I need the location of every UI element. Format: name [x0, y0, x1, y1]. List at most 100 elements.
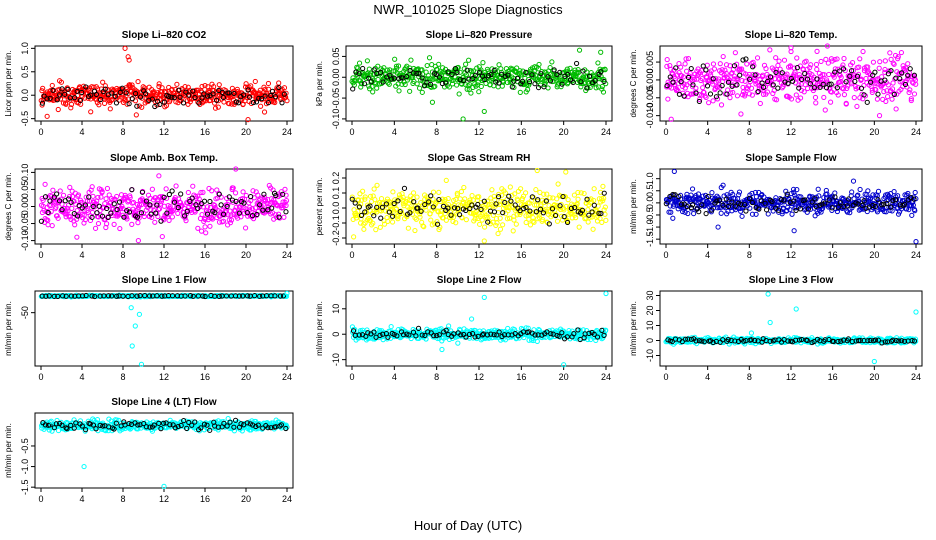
data-point — [734, 93, 741, 99]
data-point — [107, 106, 113, 112]
data-point — [374, 182, 380, 188]
data-point-reference — [681, 93, 687, 99]
panel-4: Slope Amb. Box Temp.0 4 8 12 16 20 24-0.10-0.0… — [4, 153, 294, 260]
data-point-reference — [380, 79, 386, 85]
data-point-reference — [410, 70, 416, 76]
data-point-reference — [235, 100, 242, 106]
data-point-reference — [161, 99, 168, 105]
data-point — [198, 228, 205, 234]
x-tick-label: 20 — [241, 372, 251, 382]
data-point-reference — [700, 63, 706, 69]
data-point-reference — [379, 204, 386, 210]
data-point — [831, 74, 837, 80]
data-point — [908, 97, 914, 104]
data-point — [152, 219, 158, 225]
data-point-reference — [59, 207, 65, 213]
data-point-reference — [219, 89, 225, 95]
data-point-reference — [94, 210, 100, 216]
data-point — [362, 196, 368, 202]
data-point — [477, 221, 483, 227]
data-point-reference — [50, 87, 56, 93]
data-point-reference — [175, 204, 181, 211]
data-point-reference — [760, 84, 767, 90]
data-point-reference — [414, 70, 420, 77]
data-point-reference — [260, 207, 266, 213]
y-tick-label: -0.010 — [645, 103, 655, 129]
data-point-reference — [42, 194, 49, 200]
data-point — [545, 85, 551, 91]
data-point — [284, 98, 290, 104]
data-point-reference — [169, 94, 175, 100]
data-point — [389, 219, 396, 225]
data-point — [69, 193, 76, 200]
x-tick-label: 24 — [911, 250, 921, 260]
data-point-reference — [764, 78, 771, 85]
data-point — [95, 86, 101, 92]
data-point — [716, 76, 722, 82]
data-point-reference — [802, 71, 808, 77]
y-tick-label: 0.0 — [331, 202, 341, 215]
data-point — [466, 57, 472, 63]
x-tick-label: 20 — [869, 127, 879, 137]
data-point — [369, 83, 375, 90]
figure-title: NWR_101025 Slope Diagnostics — [373, 2, 563, 17]
data-point — [710, 98, 716, 104]
data-point — [511, 217, 517, 223]
data-point — [547, 195, 553, 201]
data-point — [467, 67, 473, 74]
data-point — [547, 64, 553, 71]
data-point — [410, 190, 417, 196]
data-point-reference — [371, 67, 377, 73]
data-point-reference — [439, 80, 445, 87]
data-point-reference — [710, 76, 716, 82]
data-point-reference — [224, 203, 230, 210]
data-point — [53, 204, 59, 210]
data-point — [151, 96, 158, 102]
data-point — [283, 192, 289, 198]
data-point — [262, 86, 268, 92]
data-point — [202, 82, 208, 89]
data-point — [359, 81, 365, 87]
data-point-reference — [59, 86, 65, 92]
data-point-reference — [491, 67, 497, 73]
data-point — [815, 186, 821, 192]
data-point — [788, 96, 795, 102]
data-point-reference — [54, 97, 60, 103]
x-tick-label: 8 — [120, 127, 125, 137]
data-point — [426, 55, 433, 61]
data-point — [870, 59, 877, 65]
data-point — [404, 77, 411, 83]
data-point-reference — [54, 191, 60, 197]
y-tick-label: -0.2 — [331, 230, 341, 246]
data-point-reference — [279, 100, 285, 106]
y-tick-label: -10 — [331, 353, 341, 366]
data-point-outlier — [460, 116, 466, 122]
data-point — [156, 83, 162, 90]
data-point — [443, 177, 449, 184]
data-point-outlier — [233, 166, 239, 172]
x-tick-label: 8 — [747, 250, 752, 260]
x-tick-label: 4 — [705, 127, 710, 137]
data-point — [576, 224, 582, 230]
data-point — [593, 85, 599, 91]
data-point — [274, 85, 280, 91]
data-point — [773, 97, 780, 103]
data-point — [841, 55, 847, 62]
data-point — [883, 98, 889, 105]
y-tick-label: 0.005 — [645, 51, 655, 74]
x-tick-label: 20 — [559, 250, 569, 260]
data-point-reference — [820, 81, 826, 87]
data-point-reference — [368, 79, 374, 85]
panel-title: Slope Li–820 Temp. — [745, 30, 838, 41]
data-point — [122, 96, 128, 102]
data-point — [40, 197, 46, 203]
data-point — [575, 189, 581, 196]
data-point-reference — [44, 96, 50, 102]
data-point — [99, 189, 105, 195]
data-point — [60, 100, 67, 106]
data-point-reference — [272, 94, 279, 100]
data-point — [195, 225, 201, 231]
y-axis-label: ml/min per min. — [4, 301, 13, 356]
points-group — [663, 168, 919, 245]
x-axis-label: Hour of Day (UTC) — [414, 518, 522, 533]
